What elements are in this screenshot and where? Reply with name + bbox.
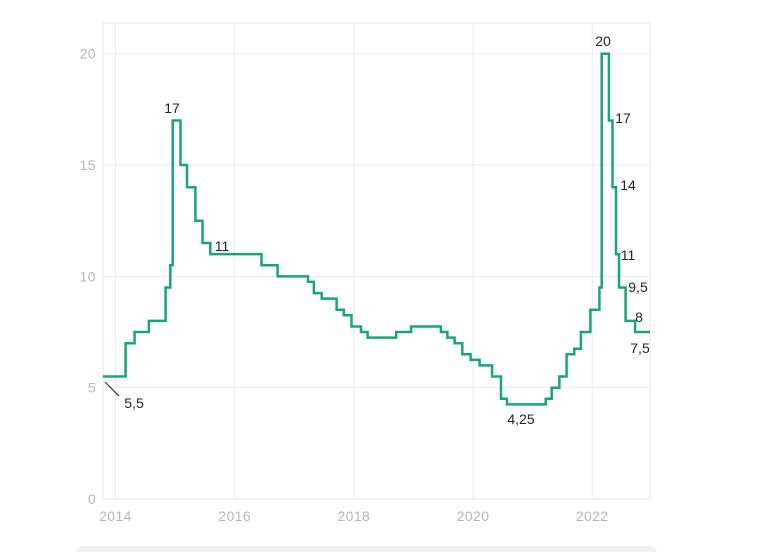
annotation-label: 8 [635,309,643,325]
annotation-label: 17 [615,110,631,126]
annotation-label: 5,5 [124,395,144,411]
key-rate-step-line [103,52,650,406]
annotation-label: 11 [215,238,230,254]
y-tick-label: 0 [88,491,96,507]
x-tick-label: 2018 [337,508,370,524]
annotation-label: 11 [621,247,636,263]
y-tick-label: 5 [88,380,96,396]
x-tick-label: 2022 [576,508,609,524]
annotation-label: 7,5 [630,340,650,356]
annotation-label: 9,5 [628,279,648,295]
plot-border [102,22,651,500]
bottom-divider [76,546,657,552]
annotation-leader-line [104,381,120,397]
annotation-label: 4,25 [507,411,534,427]
x-tick-label: 2016 [218,508,251,524]
annotation-label: 14 [620,177,636,193]
y-tick-label: 20 [80,46,96,62]
y-tick-label: 10 [80,268,96,284]
annotation-label: 20 [595,33,611,49]
x-tick-label: 2014 [99,508,132,524]
x-tick-label: 2020 [457,508,490,524]
annotation-label: 17 [164,100,180,116]
y-tick-label: 15 [80,157,96,173]
